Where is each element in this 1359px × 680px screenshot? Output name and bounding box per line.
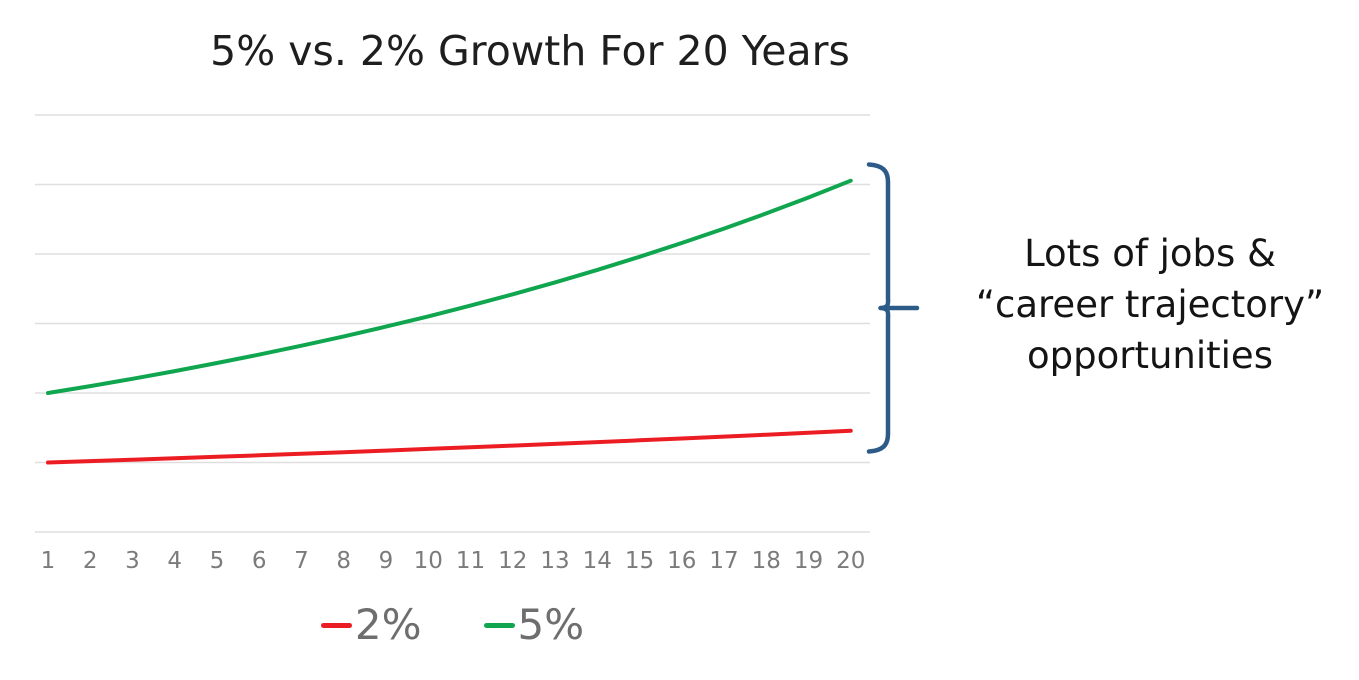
x-tick-label: 4 <box>167 548 182 574</box>
legend: 2% 5% <box>35 600 870 649</box>
x-tick-label: 1 <box>41 548 56 574</box>
x-tick-label: 14 <box>583 548 612 574</box>
brace-curve <box>866 162 891 454</box>
legend-item-5-percent: 5% <box>483 600 585 649</box>
x-tick-label: 6 <box>252 548 267 574</box>
x-axis-tick-labels: 1 2 3 4 5 6 7 8 9 10 11 12 13 14 15 16 17 18 19 20 <box>41 548 866 574</box>
x-tick-label: 9 <box>379 548 394 574</box>
legend-item-2-percent: 2% <box>320 600 422 649</box>
series-lines <box>46 178 853 465</box>
legend-swatch-2-percent-icon <box>320 622 352 628</box>
annotation-line-1: Lots of jobs & <box>1024 232 1276 275</box>
legend-label-5-percent: 5% <box>517 600 585 649</box>
x-tick-label: 5 <box>210 548 225 574</box>
x-tick-label: 2 <box>83 548 98 574</box>
annotation-line-2: “career trajectory” <box>975 283 1325 326</box>
chart-title: 5% vs. 2% Growth For 20 Years <box>210 27 850 75</box>
x-tick-label: 3 <box>125 548 140 574</box>
x-tick-label: 20 <box>836 548 865 574</box>
series-line-2-percent <box>46 428 853 465</box>
x-tick-label: 10 <box>414 548 443 574</box>
x-tick-label: 12 <box>498 548 527 574</box>
x-tick-label: 8 <box>336 548 351 574</box>
legend-swatch-5-percent-icon <box>483 622 515 628</box>
annotation-line-3: opportunities <box>1027 334 1273 377</box>
x-tick-label: 15 <box>625 548 654 574</box>
right-brace-bracket <box>866 162 920 454</box>
gridlines <box>35 114 870 533</box>
series-line-5-percent <box>46 178 853 395</box>
x-tick-label: 18 <box>752 548 781 574</box>
x-tick-label: 7 <box>294 548 309 574</box>
annotation-text: Lots of jobs & “career trajectory” oppor… <box>950 228 1350 381</box>
x-tick-label: 19 <box>794 548 823 574</box>
legend-label-2-percent: 2% <box>354 600 422 649</box>
x-tick-label: 11 <box>456 548 485 574</box>
x-tick-label: 13 <box>540 548 569 574</box>
x-tick-label: 17 <box>709 548 738 574</box>
x-tick-label: 16 <box>667 548 696 574</box>
